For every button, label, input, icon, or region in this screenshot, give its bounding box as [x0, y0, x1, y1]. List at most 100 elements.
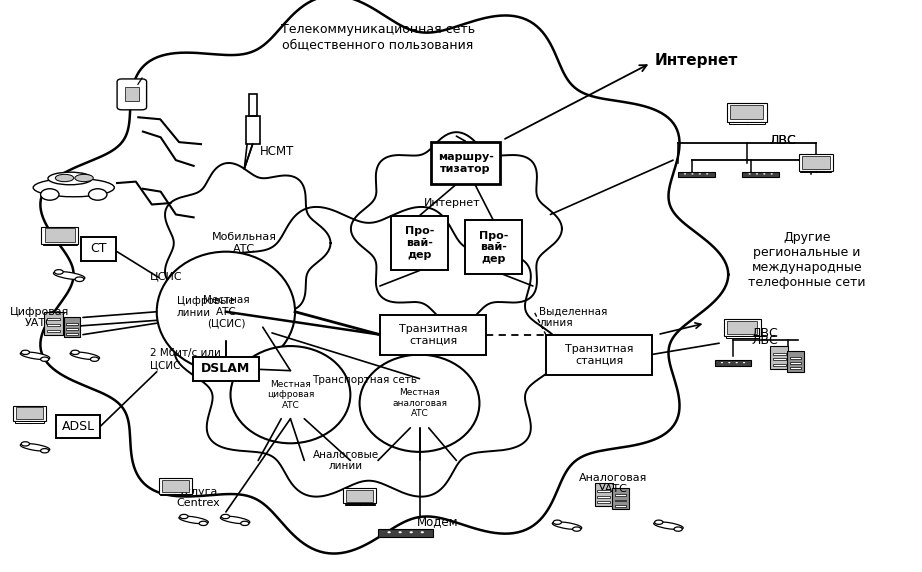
Ellipse shape [157, 252, 295, 372]
Bar [81, 237, 116, 261]
Bar [246, 116, 260, 144]
Ellipse shape [41, 357, 49, 362]
Text: Транзитная
станция: Транзитная станция [399, 324, 467, 345]
Bar [798, 154, 833, 170]
Bar [597, 490, 610, 492]
Ellipse shape [179, 516, 208, 524]
Ellipse shape [230, 346, 350, 443]
Bar [773, 364, 786, 366]
Bar [391, 216, 448, 271]
Bar [546, 335, 652, 375]
Text: Цифровые
линии: Цифровые линии [177, 296, 235, 318]
Bar [773, 358, 786, 360]
Bar [715, 360, 751, 366]
Text: Услуга
Centrex: Услуга Centrex [176, 487, 220, 509]
Text: Транспортная сеть: Транспортная сеть [312, 375, 417, 386]
Ellipse shape [655, 520, 663, 525]
Bar [343, 488, 376, 503]
Circle shape [763, 173, 765, 174]
Circle shape [749, 173, 751, 174]
Circle shape [387, 531, 391, 533]
Bar [41, 227, 78, 244]
Bar [249, 94, 257, 116]
Ellipse shape [674, 527, 682, 531]
Text: маршру-
тизатор: маршру- тизатор [438, 152, 493, 174]
Ellipse shape [75, 174, 93, 182]
Circle shape [684, 173, 686, 174]
Bar [615, 505, 626, 507]
Bar [727, 103, 767, 122]
Text: ЛВС: ЛВС [770, 134, 797, 146]
Text: ЛВС: ЛВС [751, 327, 778, 340]
Bar [790, 367, 801, 370]
Ellipse shape [553, 520, 561, 525]
Bar [790, 357, 801, 359]
Bar [726, 336, 759, 338]
Circle shape [398, 531, 402, 533]
Bar [44, 312, 63, 335]
Bar [724, 319, 761, 336]
Bar [595, 483, 613, 506]
Circle shape [743, 362, 745, 363]
Ellipse shape [55, 174, 74, 182]
Bar [787, 351, 804, 372]
Text: НСМТ: НСМТ [260, 145, 294, 158]
Bar [597, 501, 610, 503]
Ellipse shape [654, 522, 683, 530]
Bar [615, 499, 626, 501]
Ellipse shape [241, 521, 249, 526]
Circle shape [692, 173, 693, 174]
Circle shape [736, 362, 738, 363]
Ellipse shape [53, 272, 85, 280]
Bar [727, 321, 757, 334]
Bar [346, 490, 373, 502]
Circle shape [721, 362, 723, 363]
Circle shape [728, 362, 730, 363]
Bar [193, 357, 259, 381]
Bar [15, 421, 44, 423]
Ellipse shape [41, 448, 49, 453]
Text: Про-
вай-
дер: Про- вай- дер [479, 231, 508, 264]
Bar [47, 318, 60, 320]
Ellipse shape [220, 516, 250, 524]
Bar [66, 328, 77, 329]
Ellipse shape [33, 178, 114, 197]
Bar [380, 315, 487, 355]
Text: Аналоговая
УАТС: Аналоговая УАТС [579, 472, 647, 494]
Bar [597, 495, 610, 498]
Ellipse shape [180, 514, 188, 519]
Circle shape [41, 189, 59, 200]
Bar [465, 220, 522, 275]
Bar [800, 170, 832, 172]
Circle shape [420, 531, 424, 533]
Text: DSLAM: DSLAM [201, 363, 251, 375]
Bar [56, 415, 100, 438]
Bar [47, 329, 60, 332]
Bar [66, 333, 77, 335]
Bar [773, 352, 786, 355]
Ellipse shape [21, 350, 30, 355]
Ellipse shape [48, 172, 92, 185]
Bar [45, 228, 75, 241]
Circle shape [756, 173, 758, 174]
Text: Выделенная
линия: Выделенная линия [539, 307, 608, 328]
Bar [66, 323, 77, 325]
Text: СТ: СТ [90, 243, 107, 255]
Ellipse shape [71, 350, 79, 355]
Text: ЦСИС: ЦСИС [150, 271, 183, 281]
Bar [742, 172, 779, 177]
Bar [159, 478, 192, 494]
Circle shape [699, 173, 701, 174]
Text: Мобильная
АТС: Мобильная АТС [212, 232, 277, 254]
Bar [47, 324, 60, 326]
Ellipse shape [54, 269, 64, 274]
Text: Модем: Модем [417, 515, 459, 528]
Circle shape [771, 173, 773, 174]
Text: Телекоммуникационная сеть
общественного пользования: Телекоммуникационная сеть общественного … [281, 23, 475, 51]
Bar [678, 172, 715, 177]
Bar [161, 480, 189, 492]
Ellipse shape [90, 357, 99, 362]
Ellipse shape [20, 352, 50, 360]
Ellipse shape [21, 442, 30, 446]
Circle shape [89, 189, 107, 200]
